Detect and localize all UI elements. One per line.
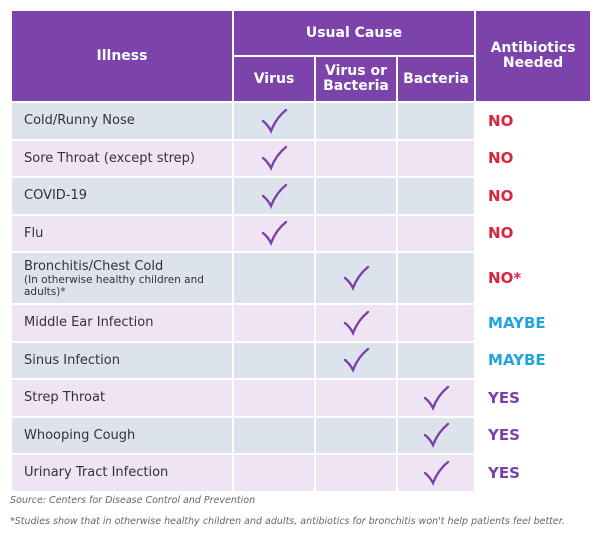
cause-cell: [232, 176, 316, 216]
table-row: Cold/Runny Nose NO: [10, 101, 593, 141]
header-cause: Virus or Bacteria: [314, 55, 398, 103]
header-illness: Illness: [10, 9, 234, 103]
cause-cell: [232, 213, 316, 253]
cause-cell: [395, 213, 477, 253]
cause-cell: [314, 453, 398, 493]
cause-cell: [395, 251, 477, 305]
cause-cell: [314, 213, 398, 253]
illness-cell: Flu: [10, 213, 234, 253]
antibiotics-answer: MAYBE: [474, 340, 593, 380]
illness-name: Sinus Infection: [24, 352, 120, 368]
illness-name: Sore Throat (except strep): [24, 150, 195, 166]
illness-cell: Urinary Tract Infection: [10, 453, 234, 493]
illness-cell: Bronchitis/Chest Cold (In otherwise healt…: [10, 251, 234, 305]
illness-name: Flu: [24, 225, 44, 241]
check-mark: [261, 221, 288, 247]
check-mark: [261, 183, 288, 209]
cause-cell: [232, 251, 316, 305]
illness-name: Cold/Runny Nose: [24, 113, 135, 129]
cause-cell: [232, 138, 316, 178]
antibiotics-answer: NO: [474, 101, 593, 141]
illness-cell: COVID-19: [10, 176, 234, 216]
check-mark: [423, 385, 450, 411]
table-row: Bronchitis/Chest Cold (In otherwise healt…: [10, 251, 593, 305]
antibiotics-answer: NO*: [474, 251, 593, 305]
source: Source: Centers for Disease Control and …: [10, 495, 256, 506]
table-row: Flu NO: [10, 213, 593, 253]
cause-cell: [314, 415, 398, 455]
header-cause: Virus: [232, 55, 316, 103]
check-mark: [343, 348, 370, 374]
cause-cell: [232, 101, 316, 141]
illness-cell: Sore Throat (except strep): [10, 138, 234, 178]
cause-cell: [395, 378, 477, 418]
cause-cell: [395, 453, 477, 493]
cause-cell: [314, 251, 398, 305]
cause-cell: [232, 378, 316, 418]
antibiotics-answer: NO: [474, 213, 593, 253]
illness-name: Strep Throat: [24, 390, 106, 406]
table-row: Urinary Tract Infection YES: [10, 453, 593, 493]
cause-cell: [314, 101, 398, 141]
cause-cell: [395, 176, 477, 216]
cause-cell: [232, 453, 316, 493]
antibiotics-answer: NO: [474, 138, 593, 178]
antibiotics-answer: YES: [474, 415, 593, 455]
cause-cell: [395, 415, 477, 455]
cause-cell: [395, 138, 477, 178]
cause-cell: [314, 340, 398, 380]
header-antibiotics: Antibiotics Needed: [474, 9, 593, 103]
footnote: *Studies show that in otherwise healthy …: [10, 516, 565, 527]
check-mark: [423, 460, 450, 486]
cause-cell: [314, 378, 398, 418]
cause-cell: [395, 340, 477, 380]
antibiotics-answer: NO: [474, 176, 593, 216]
illness-cell: Middle Ear Infection: [10, 303, 234, 343]
illness-name: Middle Ear Infection: [24, 315, 154, 331]
check-mark: [343, 310, 370, 336]
table-row: Sore Throat (except strep) NO: [10, 138, 593, 178]
antibiotics-answer: MAYBE: [474, 303, 593, 343]
antibiotics-answer: YES: [474, 378, 593, 418]
check-mark: [423, 423, 450, 449]
illness-name: Bronchitis/Chest Cold: [24, 258, 164, 274]
illness-cell: Whooping Cough: [10, 415, 234, 455]
check-mark: [343, 265, 370, 291]
check-mark: [261, 146, 288, 172]
illness-cell: Strep Throat: [10, 378, 234, 418]
cause-cell: [232, 415, 316, 455]
antibiotics-answer: YES: [474, 453, 593, 493]
header-usual-cause: Usual Cause: [231, 9, 477, 57]
cause-cell: [314, 303, 398, 343]
cause-cell: [314, 176, 398, 216]
header-cause: Bacteria: [395, 55, 477, 103]
illness-cell: Cold/Runny Nose: [10, 101, 234, 141]
table-row: Middle Ear Infection MAYBE: [10, 303, 593, 343]
cause-cell: [232, 303, 316, 343]
cause-cell: [314, 138, 398, 178]
illness-name: COVID-19: [24, 188, 88, 204]
illness-cell: Sinus Infection: [10, 340, 234, 380]
cause-cell: [395, 303, 477, 343]
table-row: Sinus Infection MAYBE: [10, 340, 593, 380]
illness-name: Urinary Tract Infection: [24, 465, 169, 481]
table-row: Whooping Cough YES: [10, 415, 593, 455]
illness-table: Illness Usual Cause Antibiotics Needed V…: [10, 9, 593, 493]
cause-cell: [395, 101, 477, 141]
table-row: COVID-19 NO: [10, 176, 593, 216]
table-row: Strep Throat YES: [10, 378, 593, 418]
illness-name: Whooping Cough: [24, 427, 136, 443]
cause-cell: [232, 340, 316, 380]
check-mark: [261, 108, 288, 134]
illness-note: (In otherwise healthy children and adult…: [24, 273, 204, 298]
